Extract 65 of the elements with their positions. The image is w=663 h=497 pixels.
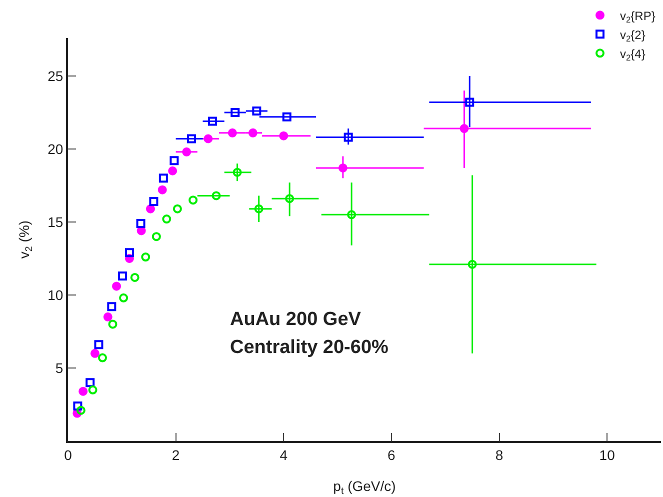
- x-axis-title: p$_{t}$ (GeV/c): [333, 478, 396, 497]
- legend-label: v$_{2}${4}: [620, 46, 646, 62]
- point: [73, 401, 82, 410]
- point: [248, 128, 258, 138]
- point: [172, 204, 182, 214]
- point: [232, 168, 242, 177]
- point: [136, 218, 146, 228]
- point: [188, 196, 198, 205]
- point: [254, 204, 264, 214]
- point: [94, 340, 104, 350]
- point: [118, 272, 127, 280]
- point: [168, 166, 178, 176]
- x-tick-label: 8: [495, 446, 504, 463]
- point: [282, 112, 292, 122]
- point: [98, 353, 107, 362]
- point: [228, 128, 237, 138]
- point: [285, 194, 294, 204]
- legend-label: v$_{2}${2}: [620, 28, 646, 44]
- point: [208, 116, 217, 126]
- point: [76, 406, 86, 415]
- y-tick-label: 20: [48, 140, 64, 157]
- point: [230, 108, 240, 117]
- x-tick-label: 10: [599, 446, 616, 463]
- point: [152, 232, 161, 242]
- point: [103, 312, 112, 322]
- point: [86, 378, 95, 388]
- point: [465, 98, 474, 107]
- y-tick-label: 15: [48, 214, 64, 230]
- point: [158, 185, 167, 194]
- y-tick-label: 5: [55, 360, 64, 376]
- point: [170, 156, 179, 166]
- x-tick-label: 2: [172, 446, 180, 463]
- point: [88, 385, 98, 394]
- point: [149, 197, 158, 206]
- point: [108, 320, 118, 329]
- point: [338, 163, 348, 172]
- point: [119, 293, 128, 302]
- x-tick-label: 0: [64, 446, 72, 463]
- point: [124, 248, 134, 258]
- x-tick-label: 4: [280, 446, 288, 463]
- annotation: Centrality 20-60%: [230, 337, 389, 358]
- point: [186, 134, 196, 144]
- point: [78, 386, 88, 396]
- y-tick-label: 10: [48, 286, 64, 303]
- point: [112, 282, 122, 291]
- point: [182, 147, 192, 156]
- point: [279, 131, 288, 140]
- point: [468, 260, 477, 269]
- y-tick-label: 25: [48, 68, 64, 84]
- point: [107, 302, 116, 312]
- point: [212, 191, 221, 200]
- point: [90, 348, 100, 358]
- legend-label: v$_{2}${RP}: [620, 8, 656, 24]
- point: [158, 174, 168, 183]
- point: [347, 210, 356, 220]
- point: [162, 214, 172, 224]
- point: [252, 106, 262, 116]
- x-tick-label: 6: [388, 446, 396, 463]
- annotation: AuAu 200 GeV: [230, 309, 362, 330]
- point: [141, 252, 150, 262]
- point: [130, 272, 140, 282]
- point: [146, 204, 155, 214]
- point: [204, 134, 213, 144]
- point: [344, 132, 353, 142]
- point: [460, 124, 469, 134]
